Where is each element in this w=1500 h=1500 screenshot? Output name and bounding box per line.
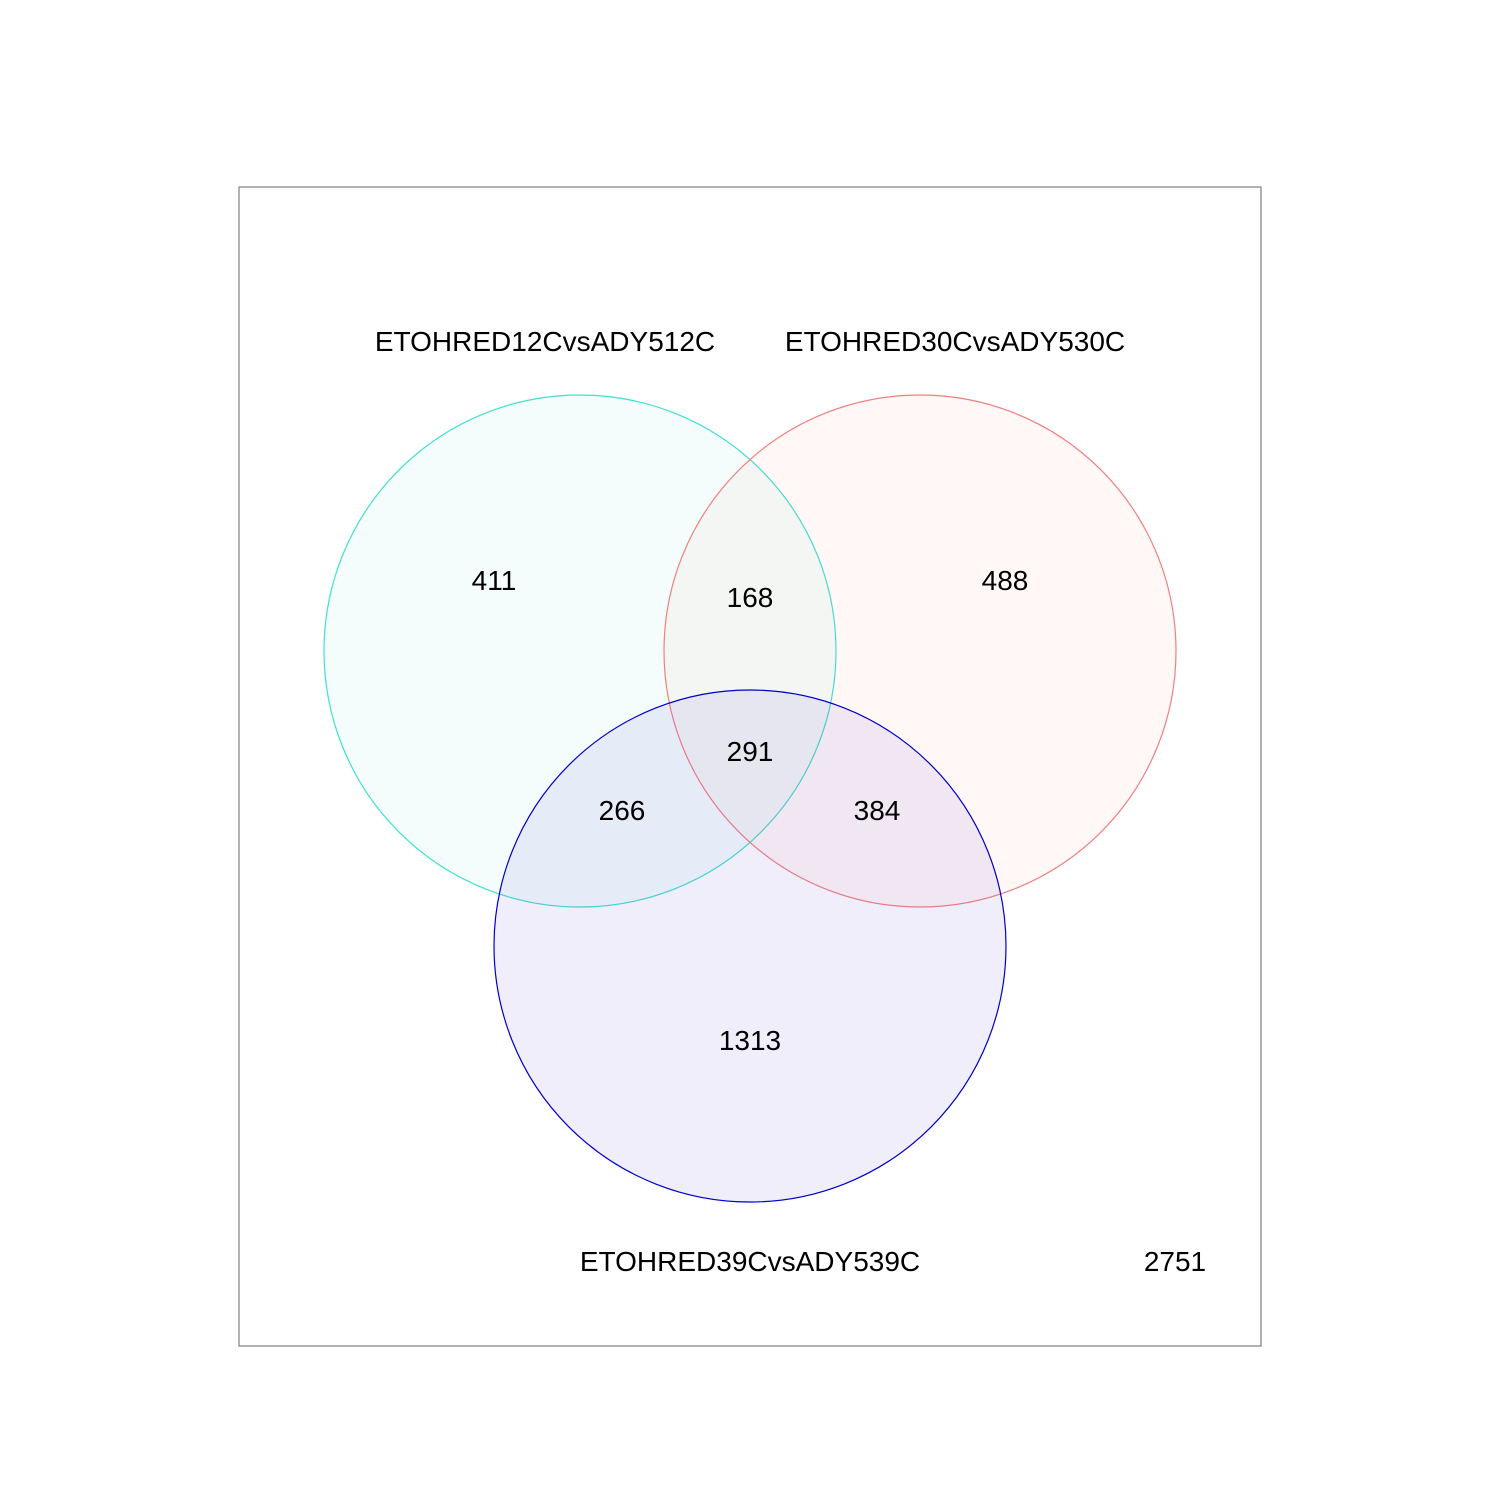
count-set-2-3: 384 [854,795,901,826]
count-set-1-3: 266 [599,795,646,826]
diagram-frame [238,186,1262,1347]
count-only-set-2: 488 [982,565,1029,596]
count-only-set-1: 411 [472,565,517,596]
count-only-set-3: 1313 [719,1025,781,1056]
set-1-label: ETOHRED12CvsADY512C [375,326,715,357]
set-circles [323,394,1177,1203]
count-set-1-2: 168 [727,582,774,613]
set-3-label: ETOHRED39CvsADY539C [580,1246,920,1277]
set-1-circle [323,394,837,908]
count-outside-sets: 2751 [1144,1246,1206,1277]
set-2-label: ETOHRED30CvsADY530C [785,326,1125,357]
set-3-circle [493,689,1007,1203]
count-all-sets: 291 [727,736,774,767]
set-2-circle [663,394,1177,908]
